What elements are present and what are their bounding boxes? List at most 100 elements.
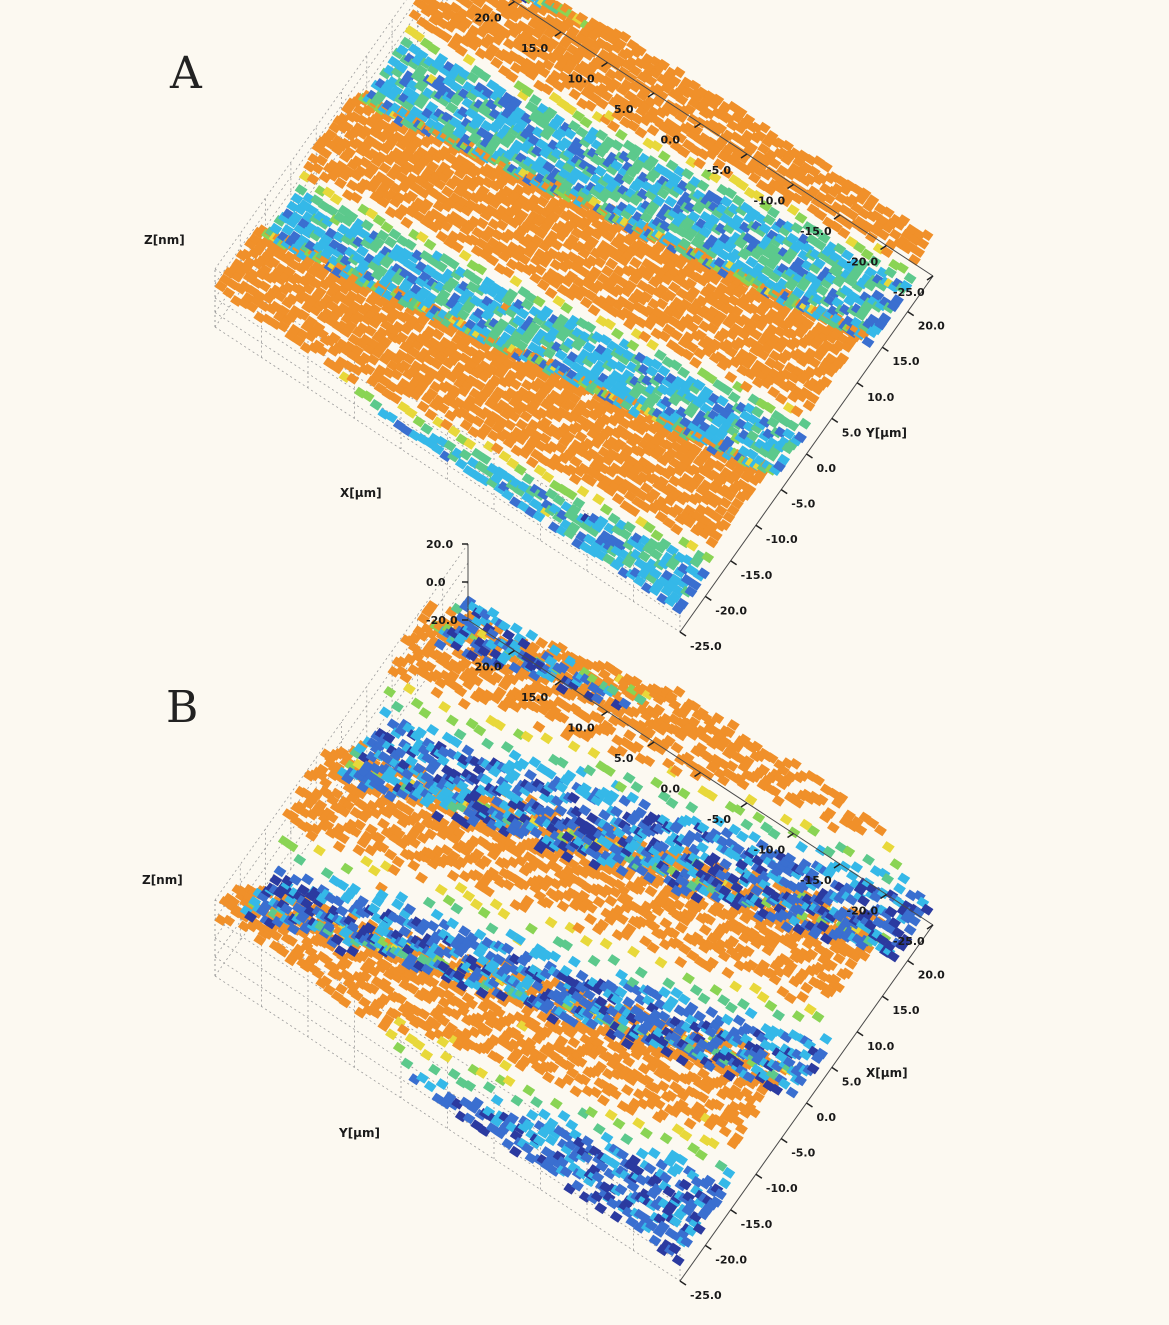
tick-mark bbox=[856, 382, 864, 388]
surface-cell bbox=[572, 497, 586, 509]
surface-cell bbox=[420, 1048, 434, 1061]
surface-cell bbox=[404, 406, 418, 419]
surface-cell bbox=[548, 503, 562, 516]
surface-cell bbox=[392, 419, 406, 432]
surface-cell bbox=[739, 380, 753, 393]
surface-cell bbox=[292, 334, 305, 347]
surface-cell bbox=[454, 881, 468, 894]
surface-cell bbox=[392, 1041, 406, 1054]
surface-cell bbox=[794, 211, 808, 224]
surface-cell bbox=[289, 211, 303, 224]
surface-cell bbox=[269, 222, 283, 235]
surface-cell bbox=[362, 363, 376, 376]
surface-cell bbox=[522, 1084, 536, 1097]
tick-label: -20.0 bbox=[847, 256, 879, 269]
surface-cell bbox=[400, 1057, 414, 1070]
surface-cell bbox=[377, 817, 390, 830]
surface-cell bbox=[494, 240, 508, 253]
surface-cell bbox=[358, 156, 372, 169]
surface-cell bbox=[530, 448, 543, 461]
surface-cell bbox=[393, 170, 407, 183]
surface-cell bbox=[486, 254, 500, 267]
surface-cell bbox=[445, 714, 459, 727]
surface-cell bbox=[541, 471, 555, 483]
surface-cell bbox=[334, 177, 347, 190]
surface-cell bbox=[214, 280, 228, 293]
surface-cell bbox=[507, 410, 521, 423]
surface-cell bbox=[798, 417, 812, 430]
surface-cell bbox=[496, 318, 510, 330]
tick-label: 15.0 bbox=[521, 42, 548, 55]
surface-cell bbox=[521, 491, 534, 504]
surface-cell bbox=[509, 1145, 522, 1158]
surface-cell bbox=[412, 415, 426, 428]
surface-cell bbox=[599, 503, 613, 516]
tick-label: 0.0 bbox=[661, 134, 681, 147]
surface-cell bbox=[305, 204, 319, 217]
surface-cell bbox=[335, 904, 349, 917]
surface-cell bbox=[508, 378, 522, 391]
surface-cell bbox=[423, 1080, 437, 1093]
surface-cell bbox=[246, 284, 260, 297]
surface-cell bbox=[403, 238, 417, 251]
surface-cell bbox=[306, 173, 320, 186]
surface-cell bbox=[344, 319, 358, 332]
surface-cell bbox=[458, 249, 472, 262]
surface-cell bbox=[372, 236, 386, 249]
surface-cell bbox=[377, 375, 391, 387]
surface-cell bbox=[400, 216, 414, 229]
surface-cell bbox=[446, 276, 460, 289]
surface-cell bbox=[325, 299, 338, 312]
surface-cell bbox=[498, 450, 512, 463]
surface-cell bbox=[313, 844, 326, 857]
surface-cell bbox=[389, 392, 403, 405]
surface-cell bbox=[497, 907, 511, 920]
tick-mark bbox=[881, 346, 889, 352]
tick-mark bbox=[730, 560, 738, 566]
surface-cell bbox=[293, 853, 307, 866]
surface-cell bbox=[304, 315, 318, 328]
surface-cell bbox=[273, 290, 287, 303]
surface-cell bbox=[435, 230, 449, 243]
surface-cell bbox=[477, 184, 490, 197]
surface-cell bbox=[430, 686, 444, 699]
surface-cell bbox=[672, 66, 686, 79]
tick-label: 20.0 bbox=[918, 320, 945, 333]
surface-cell bbox=[462, 268, 476, 281]
surface-cell bbox=[527, 398, 541, 411]
surface-cell bbox=[587, 304, 601, 317]
surface-cell bbox=[365, 207, 378, 220]
surface-cell bbox=[329, 193, 343, 206]
surface-cell bbox=[426, 160, 440, 173]
surface-cell bbox=[395, 331, 409, 344]
panel-a-z-axis-title: Z[nm] bbox=[144, 233, 185, 247]
surface-cell bbox=[614, 128, 628, 141]
surface-cell bbox=[408, 9, 422, 22]
surface-cell bbox=[528, 497, 542, 510]
surface-cell bbox=[477, 906, 491, 919]
surface-cell bbox=[375, 264, 388, 277]
surface-cell bbox=[296, 309, 310, 322]
surface-cell bbox=[334, 160, 348, 173]
tick-label: -10.0 bbox=[766, 533, 798, 546]
surface-cell bbox=[501, 489, 515, 501]
surface-cell bbox=[340, 120, 354, 133]
surface-cell bbox=[420, 198, 434, 211]
surface-cell bbox=[425, 101, 439, 113]
surface-cell bbox=[530, 1096, 543, 1109]
surface-cell bbox=[380, 221, 394, 234]
surface-cell bbox=[410, 697, 424, 710]
surface-cell bbox=[397, 401, 410, 413]
surface-cell bbox=[378, 162, 392, 174]
surface-cell bbox=[400, 36, 413, 49]
surface-cell bbox=[367, 864, 381, 877]
surface-cell bbox=[267, 256, 281, 269]
surface-cell bbox=[412, 30, 425, 43]
surface-cell bbox=[379, 335, 393, 348]
surface-cell bbox=[512, 315, 526, 327]
surface-cell bbox=[451, 241, 464, 254]
surface-cell bbox=[462, 53, 476, 66]
surface-cell bbox=[490, 442, 504, 455]
surface-cell bbox=[445, 101, 459, 114]
surface-cell bbox=[576, 485, 590, 498]
